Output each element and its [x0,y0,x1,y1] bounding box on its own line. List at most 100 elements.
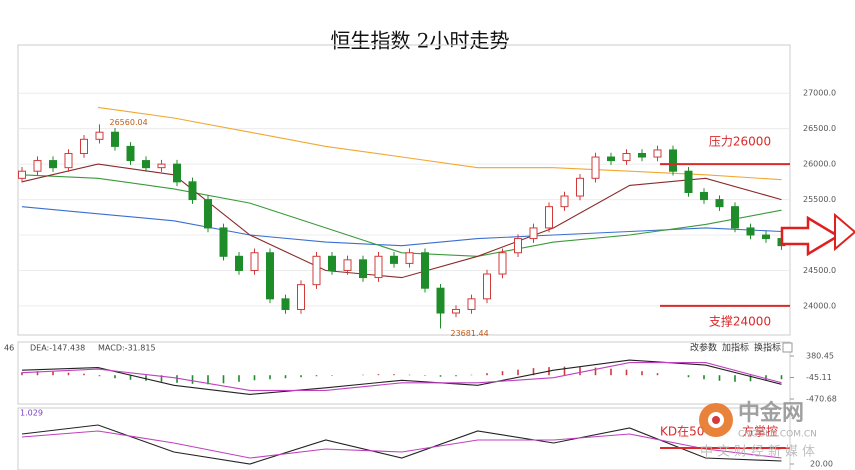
indicator-line [21,430,782,459]
y-tick-label: 26000.0 [803,160,836,169]
indicator-line [21,163,782,279]
candle-body [235,255,243,271]
macd-bar [563,366,566,376]
indicator-line [97,106,782,181]
watermark-site: CNGOLD.COM.CN [738,430,817,440]
y-tick-label: 26500.0 [803,124,836,133]
y-tick-label: -45.11 [806,373,832,382]
macd-bar [718,375,721,381]
candle-body [312,255,321,286]
macd-bar [765,375,767,381]
macd-bar [486,373,488,376]
candle-body [653,149,662,158]
candle-body [746,227,755,236]
macd-bar [129,375,132,380]
candle-body [188,181,197,201]
logo-dot [712,416,720,424]
y-tick-label: 380.45 [806,351,834,360]
macd-bar [501,371,504,376]
candle-body [390,255,398,264]
candle-body [684,170,693,193]
trend-arrow [780,215,841,257]
candle-body [405,252,414,264]
macd-bar [176,375,178,383]
macd-bar [687,375,690,378]
candle-body [374,255,383,279]
candle-body [421,252,429,289]
candle-body [95,131,104,140]
macd-bar [83,373,85,376]
candle-body [250,252,259,271]
watermark-slogan: 中文财经新媒体 [700,444,819,460]
candle-body [111,131,119,147]
high-label: 26560.04 [110,118,148,127]
chart-title: 恒生指数 2小时走势 [330,29,509,53]
candle-body [622,152,631,162]
candle-body [762,234,770,240]
candle-body [80,138,88,154]
candle-body [126,145,135,162]
macd-bar [393,374,395,376]
candle-body [343,259,352,271]
macd-bar [594,367,597,376]
candle-body [700,191,708,201]
candle-body [204,199,212,229]
macd-bar [36,371,39,376]
indicator-line [21,362,782,391]
candle-body [529,227,538,240]
indicator-line [21,359,782,395]
y-tick-label: 20.00 [810,460,833,469]
macd-bar [362,374,364,376]
macd-bar [780,375,783,380]
candle-body [545,206,553,229]
candle-body [64,152,73,169]
annotation-tail: 方掌控 [742,424,778,439]
candle-body [157,163,166,169]
candle-body [483,273,491,300]
macd-bar [749,375,752,382]
candle-body [731,206,739,229]
macd-bar [98,375,101,377]
macd-bar [52,371,54,376]
legend-text: 1.029 [20,409,43,418]
candle-body [607,156,615,162]
legend-text: MACD:-31.815 [98,344,156,353]
macd-bar [408,374,411,376]
trend-arrow-2 [834,212,855,252]
candle-body [576,177,584,197]
plot-layer: 27000.026500.026000.025500.025000.024500… [4,89,837,469]
close-box[interactable] [782,342,793,353]
candle-body [49,160,57,169]
annotation: KD在50 [660,425,704,439]
macd-bar [191,375,194,384]
macd-bar [207,375,209,385]
level-label: 支撑24000 [709,313,771,328]
macd-bar [269,375,271,380]
y-tick-label: -470.68 [806,394,837,403]
macd-bar [424,375,426,376]
watermark-name: 中金网 [738,400,804,426]
candle-body [436,287,445,314]
macd-bar [315,375,318,377]
macd-bar [222,375,225,384]
legend-text: 46 [4,344,14,353]
macd-bar [439,375,442,377]
y-tick-label: 27000.0 [803,89,836,98]
candle-body [297,284,305,310]
candle-body [560,195,569,208]
legend-text: DEA:-147.438 [30,344,85,353]
macd-bar [579,367,581,376]
candle-body [18,170,26,179]
indicator-line [21,174,782,257]
macd-bar [641,371,643,376]
macd-bar [284,375,287,379]
macd-bar [67,372,70,376]
macd-bar [160,375,163,382]
candle-body [669,149,677,172]
macd-bar [656,373,659,376]
candle-body [33,160,42,172]
candle-body [452,308,460,314]
tool-button: 换指标 [754,342,781,354]
macd-bar [300,375,302,378]
macd-bar [625,369,628,376]
